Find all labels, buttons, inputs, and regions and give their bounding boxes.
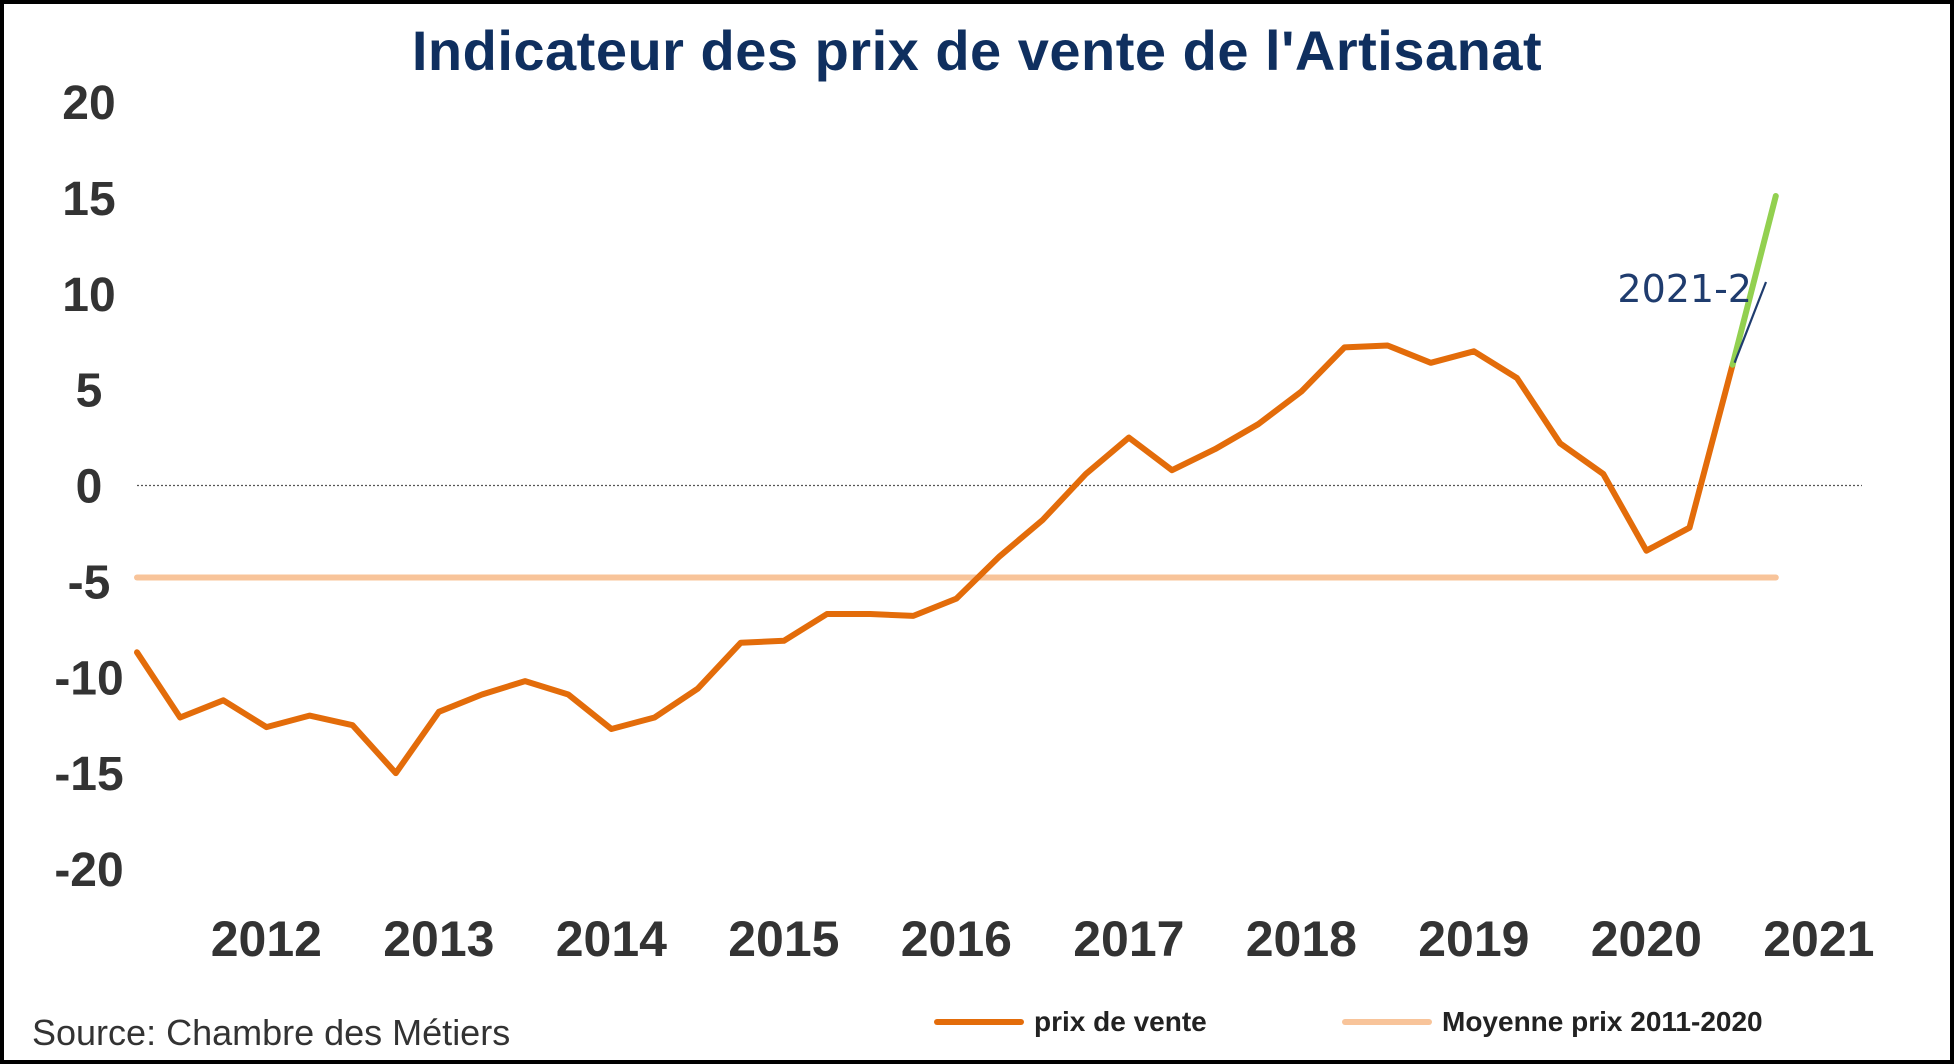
legend-swatch-prix-de-vente <box>934 1019 1024 1025</box>
y-tick-label: 20 <box>62 77 115 130</box>
x-tick-label: 2014 <box>556 911 667 967</box>
legend-label-prix-de-vente: prix de vente <box>1034 1006 1207 1037</box>
chart-title: Indicateur des prix de vente de l'Artisa… <box>411 19 1543 82</box>
x-tick-label: 2019 <box>1418 911 1529 967</box>
legend-swatch-moyenne <box>1342 1019 1432 1025</box>
annotation-leader-line <box>1733 281 1768 364</box>
legend-item-prix-de-vente: prix de vente <box>934 1002 1207 1042</box>
x-tick-label: 2017 <box>1073 911 1184 967</box>
y-tick-label: 0 <box>76 461 103 514</box>
x-tick-label: 2016 <box>901 911 1012 967</box>
y-tick-label: -20 <box>54 844 123 897</box>
annotation-label: 2021-2 <box>1617 267 1752 311</box>
series-line-2021-extension <box>1729 193 1779 368</box>
x-tick-label: 2013 <box>383 911 494 967</box>
y-tick-label: 5 <box>76 365 103 418</box>
x-tick-label: 2012 <box>211 911 322 967</box>
x-tick-label: 2020 <box>1591 911 1702 967</box>
legend-label-moyenne: Moyenne prix 2011-2020 <box>1442 1006 1763 1037</box>
legend-item-moyenne: Moyenne prix 2011-2020 <box>1342 1002 1763 1042</box>
y-tick-label: -15 <box>54 748 123 801</box>
x-tick-label: 2018 <box>1246 911 1357 967</box>
y-tick-label: -10 <box>54 652 123 705</box>
y-tick-label: -5 <box>68 556 111 609</box>
y-tick-label: 15 <box>62 173 115 226</box>
x-tick-label: 2015 <box>728 911 839 967</box>
series-line-prix-de-vente <box>134 342 1736 777</box>
x-tick-label: 2021 <box>1763 911 1874 967</box>
source-note: Source: Chambre des Métiers <box>32 1012 511 1053</box>
y-tick-label: 10 <box>62 269 115 322</box>
